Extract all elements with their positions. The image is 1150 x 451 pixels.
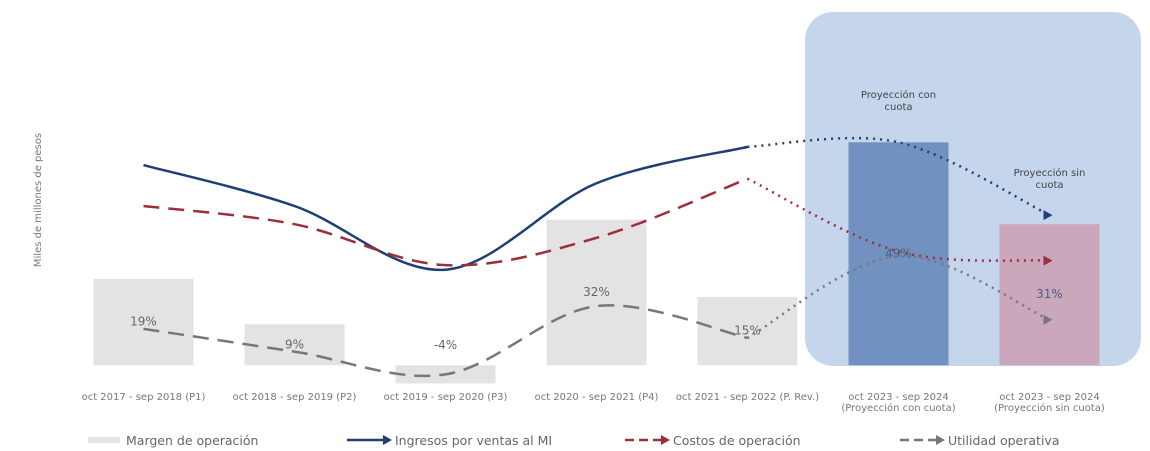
value-label: 31%	[1036, 287, 1063, 301]
legend-label: Costos de operación	[673, 433, 801, 448]
value-label: 32%	[583, 285, 610, 299]
line-end-marker	[1043, 210, 1053, 221]
x-tick-label: oct 2021 - sep 2022 (P. Rev.)	[675, 392, 820, 403]
x-tick-label: oct 2017 - sep 2018 (P1)	[81, 392, 206, 403]
value-label: -4%	[434, 338, 457, 352]
legend-label: Ingresos por ventas al MI	[395, 433, 553, 448]
bar	[848, 142, 949, 366]
annotation: Proyección sin cuota	[1013, 168, 1086, 191]
value-label: 15%	[734, 324, 761, 338]
line-series	[747, 136, 1051, 217]
line-series	[746, 254, 1050, 340]
line-series	[143, 177, 748, 267]
line-series	[143, 145, 748, 271]
legend-label: Margen de operación	[126, 433, 259, 448]
line-end-marker	[1043, 255, 1053, 266]
x-tick-label: oct 2019 - sep 2020 (P3)	[383, 392, 508, 403]
legend-label: Utilidad operativa	[948, 433, 1060, 448]
value-label: 49%	[885, 246, 912, 260]
legend-marker	[383, 435, 392, 445]
x-tick-label: oct 2018 - sep 2019 (P2)	[232, 392, 357, 403]
legend-marker	[936, 435, 945, 445]
annotation: Proyección con cuota	[860, 90, 937, 113]
value-label: 19%	[130, 315, 157, 329]
line-series	[143, 304, 748, 378]
bar	[93, 278, 194, 366]
line-end-marker	[1043, 314, 1053, 325]
x-tick-label: oct 2023 - sep 2024 (Proyección con cuot…	[841, 392, 956, 414]
value-label: 9%	[285, 337, 304, 351]
bar	[546, 219, 647, 366]
x-tick-label: oct 2023 - sep 2024 (Proyección sin cuot…	[994, 392, 1105, 414]
legend-marker	[661, 435, 670, 445]
bar	[697, 297, 798, 366]
bar	[999, 224, 1100, 366]
y-axis-label: Miles de millones de pesos	[33, 133, 44, 267]
x-tick-label: oct 2020 - sep 2021 (P4)	[534, 392, 659, 403]
